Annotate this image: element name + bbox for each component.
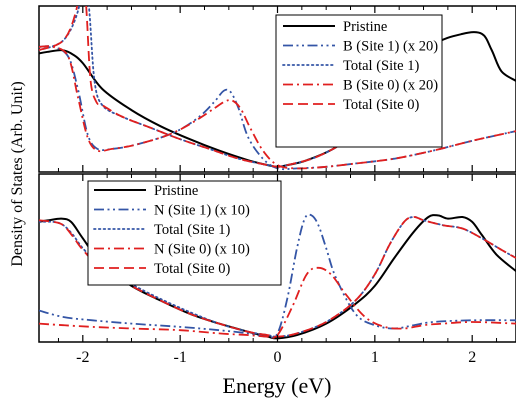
x-axis-title: Energy (eV)	[223, 373, 332, 398]
top-legend: Pristine B (Site 1) (x 20) Total (Site 1) B…	[275, 14, 443, 148]
bottom-legend-label-1: N (Site 1) (x 10)	[154, 203, 250, 219]
bottom-legend-label-3: N (Site 0) (x 10)	[154, 242, 250, 258]
x-tick-label-1: -1	[173, 349, 186, 366]
x-tick-label-0: -2	[76, 349, 89, 366]
top-legend-label-1: B (Site 1) (x 20)	[343, 39, 438, 55]
bottom-legend-label-2: Total (Site 1)	[154, 222, 230, 238]
y-axis-title: Density of States (Arb. Unit)	[9, 81, 26, 266]
bottom-legend-label-4: Total (Site 0)	[154, 261, 230, 277]
x-tick-label-2: 0	[274, 349, 282, 366]
x-tick-label-3: 1	[371, 349, 379, 366]
top-legend-label-3: B (Site 0) (x 20)	[343, 78, 438, 94]
x-tick-label-4: 2	[468, 349, 476, 366]
top-series-line-4	[39, 6, 395, 168]
top-legend-label-0: Pristine	[343, 19, 387, 35]
x-tick-labels: -2 -1 0 1 2	[76, 349, 476, 366]
bottom-legend: Pristine N (Site 1) (x 10) Total (Site 1) N…	[87, 180, 282, 286]
bottom-series-line-2	[39, 216, 516, 338]
top-legend-label-2: Total (Site 1)	[343, 58, 419, 74]
bottom-legend-label-0: Pristine	[154, 183, 198, 199]
top-series-line-1	[39, 45, 516, 171]
x-ticks	[57, 6, 498, 342]
top-legend-label-4: Total (Site 0)	[343, 97, 419, 113]
bottom-legend-box	[87, 180, 282, 286]
top-legend-box	[275, 14, 443, 148]
bottom-series-line-1	[39, 213, 516, 339]
bottom-series-line-3	[39, 266, 516, 339]
